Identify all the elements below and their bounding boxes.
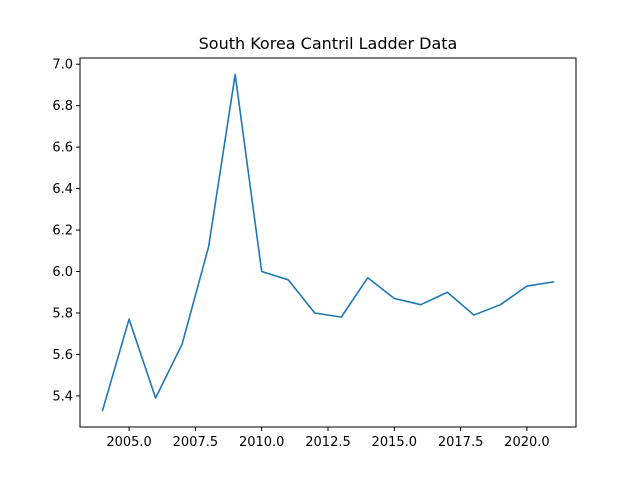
x-axis: 2005.0 2007.5 2010.0 2012.5 2015.0 2017.5 2020…: [106, 427, 550, 450]
x-tick-label: 2010.0: [239, 435, 285, 450]
y-tick-label: 6.8: [52, 99, 73, 114]
chart-title: South Korea Cantril Ladder Data: [199, 34, 458, 53]
y-tick-label: 6.2: [52, 224, 73, 239]
y-tick-label: 6.6: [52, 141, 73, 156]
plot-series: [101, 73, 555, 412]
series-line: [101, 73, 555, 412]
y-tick-label: 7.0: [52, 58, 73, 73]
x-tick-label: 2005.0: [106, 435, 152, 450]
y-tick-label: 6.0: [52, 265, 73, 280]
y-tick-label: 6.4: [52, 182, 73, 197]
x-tick-label: 2012.5: [305, 435, 351, 450]
plot-frame: [79, 57, 577, 428]
y-tick-label: 5.6: [52, 348, 73, 363]
x-tick-label: 2017.5: [438, 435, 484, 450]
x-tick-label: 2020.0: [504, 435, 550, 450]
x-tick-label: 2007.5: [173, 435, 219, 450]
y-axis: 5.4 5.6 5.8 6.0 6.2 6.4 6.6 6.8 7.0: [52, 58, 80, 404]
y-tick-label: 5.4: [52, 389, 73, 404]
y-tick-label: 5.8: [52, 306, 73, 321]
x-tick-label: 2015.0: [372, 435, 418, 450]
